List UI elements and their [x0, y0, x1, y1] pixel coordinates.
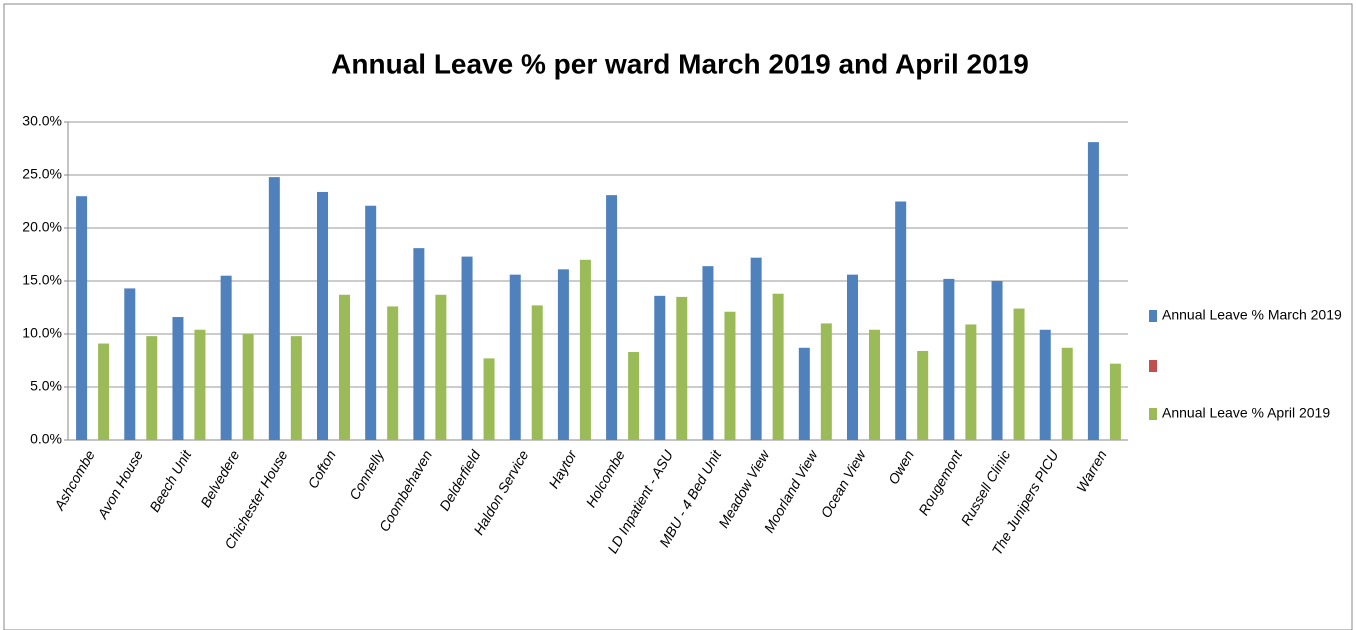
bar [413, 248, 425, 440]
bar [242, 334, 254, 440]
bar [98, 343, 110, 440]
bar [943, 278, 955, 440]
y-tick-label: 5.0% [30, 378, 62, 394]
bar [917, 350, 929, 440]
bar [317, 191, 328, 440]
bar [654, 295, 666, 440]
bar [220, 275, 232, 440]
bar [172, 317, 184, 440]
bar [124, 288, 136, 440]
bar [772, 293, 784, 440]
y-tick-label: 15.0% [22, 272, 62, 288]
bar [965, 324, 977, 440]
bar [628, 352, 640, 440]
bar [509, 274, 521, 440]
bar [146, 336, 158, 440]
bar [750, 257, 762, 440]
bar [847, 274, 858, 440]
bar [724, 311, 736, 440]
y-tick-label: 0.0% [30, 431, 62, 447]
bar [798, 347, 810, 440]
chart-title: Annual Leave % per ward March 2019 and A… [331, 48, 1029, 79]
y-tick-label: 10.0% [22, 325, 62, 341]
bar [869, 329, 880, 440]
bar [1087, 142, 1099, 440]
bar [1061, 347, 1073, 440]
bar [290, 336, 302, 440]
bar [1013, 308, 1025, 440]
bar [531, 305, 543, 440]
legend-label: Annual Leave % April 2019 [1162, 405, 1330, 421]
legend-swatch [1149, 310, 1157, 322]
bar [461, 256, 473, 440]
bar [676, 296, 688, 440]
legend-label: Annual Leave % March 2019 [1162, 307, 1342, 323]
bar [557, 269, 569, 440]
bar [991, 281, 1003, 440]
legend-swatch [1149, 408, 1157, 420]
bar [268, 177, 280, 440]
bar [339, 294, 350, 440]
y-tick-label: 20.0% [22, 219, 62, 235]
bar [387, 306, 399, 440]
bar [76, 196, 88, 440]
bar [702, 266, 714, 440]
y-tick-label: 30.0% [22, 113, 62, 129]
bar [194, 329, 206, 440]
bar [1039, 329, 1051, 440]
legend-swatch [1149, 360, 1157, 372]
bar [435, 294, 447, 440]
bar [1109, 363, 1121, 440]
bar [895, 201, 907, 440]
bar [820, 323, 832, 440]
bar [579, 259, 591, 440]
y-tick-label: 25.0% [22, 166, 62, 182]
bar [606, 195, 618, 440]
bar [365, 205, 377, 440]
bar [483, 358, 495, 440]
